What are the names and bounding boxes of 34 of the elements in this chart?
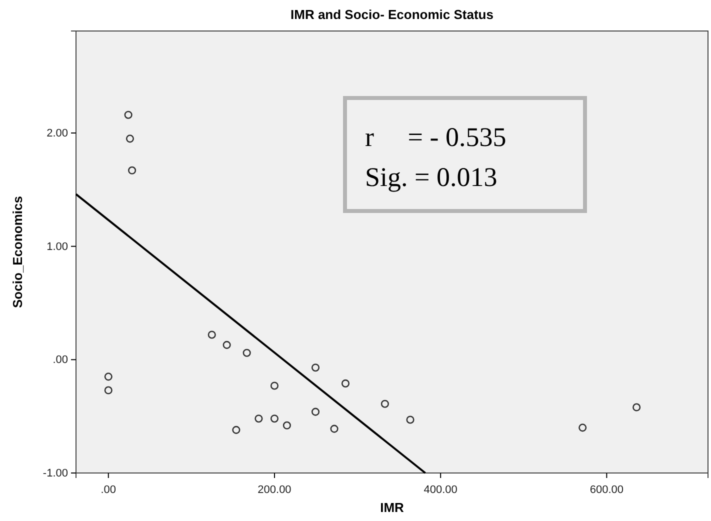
point	[632, 403, 641, 412]
point	[222, 340, 231, 349]
point	[242, 348, 251, 357]
point	[282, 421, 291, 430]
x-tick-label: 600.00	[590, 484, 624, 496]
point	[270, 414, 279, 423]
annotation: r = - 0.535	[365, 122, 506, 152]
y-axis-title: Socio_Economics	[10, 196, 25, 308]
point	[104, 386, 112, 394]
point	[126, 134, 134, 143]
point	[232, 426, 240, 434]
point	[380, 400, 389, 408]
chart-title: IMR and Socio- Economic Status	[290, 7, 494, 22]
point	[311, 364, 320, 372]
point	[330, 424, 338, 433]
point	[406, 416, 414, 424]
x-axis-title: IMR	[380, 500, 405, 515]
y-tick-label: 1.00	[46, 240, 68, 253]
x-tick-label: .00	[100, 484, 116, 496]
annotation: Sig. = 0.013	[365, 162, 498, 192]
x-tick-label: 200.00	[258, 484, 292, 496]
point	[270, 382, 279, 390]
point	[104, 372, 112, 381]
point	[128, 166, 136, 174]
y-tick-label: 2.00	[46, 128, 68, 140]
point	[254, 414, 263, 423]
point	[124, 110, 132, 119]
point	[341, 379, 350, 388]
point	[208, 330, 216, 339]
y-tick-label: .00	[52, 354, 68, 366]
point	[311, 408, 320, 416]
point	[578, 424, 587, 432]
y-tick-label: -1.00	[42, 468, 68, 480]
x-tick-label: 400.00	[424, 484, 458, 496]
